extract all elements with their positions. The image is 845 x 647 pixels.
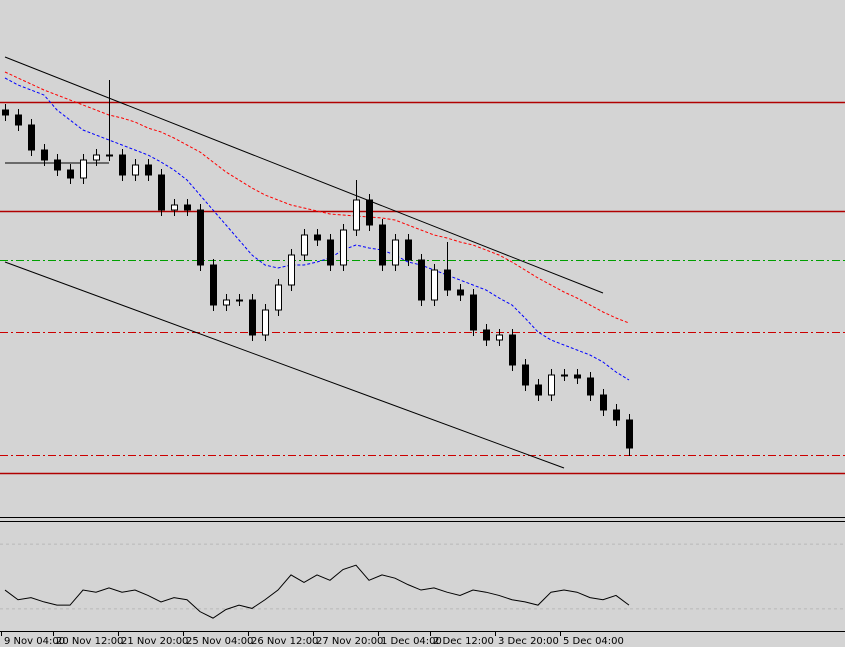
candle-body	[431, 269, 438, 301]
candle-body	[171, 204, 178, 211]
candle-body	[197, 209, 204, 266]
candle-body	[535, 384, 542, 396]
candle-body	[574, 374, 581, 379]
candle-body	[600, 394, 607, 411]
candle-body	[184, 204, 191, 211]
candle-body	[210, 264, 217, 306]
candle-body	[145, 164, 152, 176]
candle-body	[327, 239, 334, 266]
candle-body	[353, 199, 360, 231]
candle-body	[483, 329, 490, 341]
candle-body	[587, 377, 594, 396]
x-tick-label: 25 Nov 04:00	[186, 636, 253, 647]
candle-body	[223, 299, 230, 306]
candle-body	[379, 224, 386, 266]
candle-body	[236, 299, 243, 302]
moving-average	[4, 77, 630, 381]
candle-body	[405, 239, 412, 261]
x-tick-label: 9 Nov 04:00	[4, 636, 65, 647]
candle-body	[119, 154, 126, 176]
candle-body	[418, 259, 425, 301]
candle-body	[496, 334, 503, 341]
x-tick-label: 3 Dec 20:00	[498, 636, 559, 647]
candle-body	[275, 284, 282, 311]
x-tick-label: 5 Dec 04:00	[563, 636, 624, 647]
trend-line	[4, 56, 604, 294]
candle-body	[366, 199, 373, 226]
candle-body	[613, 409, 620, 421]
candle-body	[28, 124, 35, 151]
candle-body	[470, 294, 477, 331]
candle-body	[561, 374, 568, 377]
candle-body	[93, 154, 100, 161]
x-tick-label: 26 Nov 12:00	[251, 636, 318, 647]
oscillator-line	[4, 564, 630, 619]
candle-body	[249, 299, 256, 336]
moving-average	[4, 71, 630, 324]
candle-body	[548, 374, 555, 396]
candle-body	[67, 169, 74, 179]
candle-body	[262, 309, 269, 336]
x-tick-label: 1 Dec 04:00	[381, 636, 442, 647]
candle-body	[392, 239, 399, 266]
x-tick-label: 2 Dec 12:00	[433, 636, 494, 647]
candle-body	[15, 114, 22, 126]
candle-body	[340, 229, 347, 266]
candle-body	[41, 149, 48, 161]
trend-line	[4, 261, 565, 469]
x-tick-label: 20 Nov 12:00	[56, 636, 123, 647]
candle-body	[158, 174, 165, 211]
candle-body	[457, 289, 464, 296]
x-tick-label: 27 Nov 20:00	[316, 636, 383, 647]
candle-body	[106, 154, 113, 157]
candle-body	[80, 159, 87, 179]
candle-body	[54, 159, 61, 171]
candle-body	[314, 234, 321, 241]
candle-body	[288, 254, 295, 286]
x-tick-label: 21 Nov 20:00	[121, 636, 188, 647]
candle-body	[509, 334, 516, 366]
candle-body	[626, 419, 633, 449]
candle-body	[444, 269, 451, 291]
candle-body	[301, 234, 308, 256]
candle-body	[522, 364, 529, 386]
candle-body	[132, 164, 139, 176]
candle-body	[2, 109, 9, 116]
